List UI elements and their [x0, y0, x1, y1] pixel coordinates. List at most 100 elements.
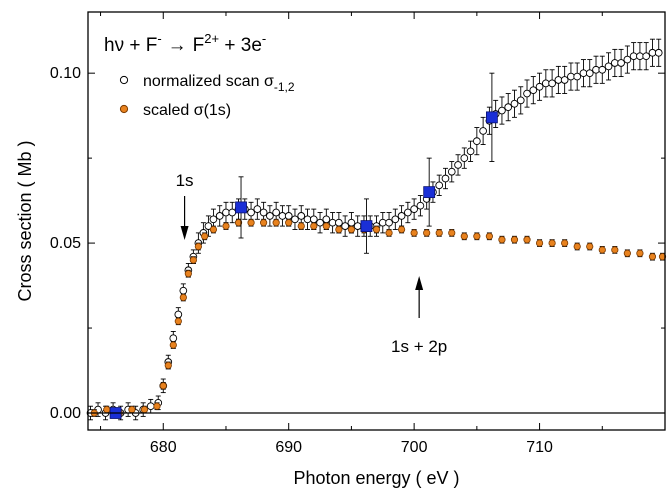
- data-point-orange: [297, 222, 305, 230]
- data-point-orange: [260, 219, 268, 227]
- data-point-open: [378, 218, 387, 227]
- data-point-orange: [164, 361, 172, 370]
- data-point-orange: [435, 229, 443, 237]
- legend: normalized scan σ-1,2 scaled σ(1s): [119, 73, 295, 119]
- data-point-orange: [523, 236, 531, 244]
- x-tick-label: 700: [401, 439, 428, 456]
- data-point-open: [535, 82, 544, 91]
- data-point-open: [598, 65, 607, 74]
- data-point-orange: [159, 382, 167, 390]
- data-point-open: [228, 208, 237, 217]
- data-point-orange: [611, 246, 619, 254]
- data-point-orange: [209, 225, 218, 234]
- data-point-open: [335, 218, 343, 227]
- data-point-open: [523, 89, 531, 98]
- legend-label-scaled: scaled σ(1s): [143, 102, 231, 119]
- data-point-open: [541, 79, 550, 88]
- data-point-orange: [310, 222, 318, 230]
- data-point-open: [479, 127, 487, 135]
- data-point-orange: [561, 239, 569, 247]
- title-product-b-sup: -: [262, 31, 266, 46]
- title-product-a: F: [193, 35, 205, 56]
- data-point-open: [347, 218, 356, 227]
- data-point-orange: [548, 239, 556, 247]
- data-point-orange: [153, 402, 161, 410]
- data-point-open: [504, 103, 513, 112]
- data-point-open: [435, 181, 444, 190]
- data-point-orange: [460, 232, 468, 240]
- data-point-orange: [410, 229, 418, 237]
- annotation-1s-arrowhead: [180, 226, 189, 240]
- data-point-orange: [194, 242, 202, 251]
- data-point-orange: [658, 253, 667, 261]
- data-point-orange: [140, 406, 149, 414]
- data-point-orange: [234, 219, 243, 227]
- data-point-orange: [423, 229, 431, 237]
- data-point-open: [573, 72, 582, 81]
- data-point-open: [353, 222, 362, 230]
- data-point-open: [259, 208, 268, 217]
- data-point-open: [322, 215, 331, 224]
- data-point-open: [309, 215, 318, 224]
- data-point-open: [441, 174, 450, 183]
- data-point-orange: [201, 232, 209, 240]
- data-point-blue-square: [360, 220, 373, 232]
- data-point-open: [610, 59, 619, 67]
- y-axis-label: Cross section ( Mb ): [15, 140, 35, 301]
- svg-text:hν + F-→F2+ + 3e-: hν + F- → F2+ + 3e-: [104, 31, 266, 56]
- data-point-open: [447, 167, 456, 176]
- data-point-orange: [272, 219, 280, 227]
- data-point-open: [554, 76, 563, 84]
- data-point-open: [648, 48, 657, 57]
- data-point-open: [278, 212, 287, 220]
- title-reactant-a-sup: -: [157, 31, 161, 46]
- data-point-open: [454, 161, 462, 169]
- data-point-open: [174, 310, 183, 319]
- data-point-orange: [174, 317, 182, 325]
- x-axis-label: Photon energy ( eV ): [293, 468, 459, 488]
- data-point-open: [284, 212, 293, 220]
- y-tick-label: 0.10: [50, 65, 81, 82]
- title-product-a-sup: 2+: [204, 31, 219, 46]
- data-point-open: [636, 52, 644, 61]
- data-point-open: [604, 62, 613, 71]
- legend-label-normalized: normalized scan σ-1,2: [143, 73, 295, 94]
- y-tick-label: 0.00: [50, 405, 81, 422]
- data-point-open: [397, 212, 406, 220]
- data-point-orange: [510, 236, 519, 244]
- data-point-open: [303, 215, 312, 224]
- data-point-open: [179, 286, 188, 295]
- data-point-open: [585, 69, 594, 78]
- data-point-orange: [586, 242, 594, 251]
- data-point-orange: [498, 236, 506, 244]
- data-point-open: [466, 147, 475, 156]
- data-point-open: [498, 106, 506, 115]
- legend-open-marker: [119, 75, 129, 85]
- data-point-open: [654, 48, 663, 57]
- data-point-open: [215, 212, 224, 220]
- data-point-open: [460, 154, 469, 162]
- series-blue-square: [109, 72, 498, 419]
- data-point-blue-square: [235, 201, 247, 214]
- y-tick-label: 0.05: [50, 235, 81, 252]
- data-point-orange: [222, 222, 230, 230]
- data-point-open: [560, 76, 569, 84]
- data-point-open: [510, 99, 519, 108]
- data-point-open: [209, 215, 218, 224]
- data-point-open: [623, 55, 632, 64]
- data-point-orange: [347, 225, 356, 234]
- annotation-1s-2p: 1s + 2p: [391, 337, 447, 356]
- data-point-orange: [385, 229, 393, 237]
- data-point-open: [316, 218, 324, 227]
- data-point-open: [272, 208, 281, 217]
- data-point-blue-square: [423, 186, 436, 199]
- data-point-orange: [184, 270, 192, 278]
- data-point-open: [169, 334, 178, 343]
- data-point-open: [297, 212, 306, 220]
- data-point-orange: [103, 406, 111, 414]
- data-point-orange: [285, 219, 293, 227]
- data-point-orange: [648, 253, 657, 261]
- data-point-open: [391, 215, 400, 224]
- data-point-open: [222, 208, 230, 217]
